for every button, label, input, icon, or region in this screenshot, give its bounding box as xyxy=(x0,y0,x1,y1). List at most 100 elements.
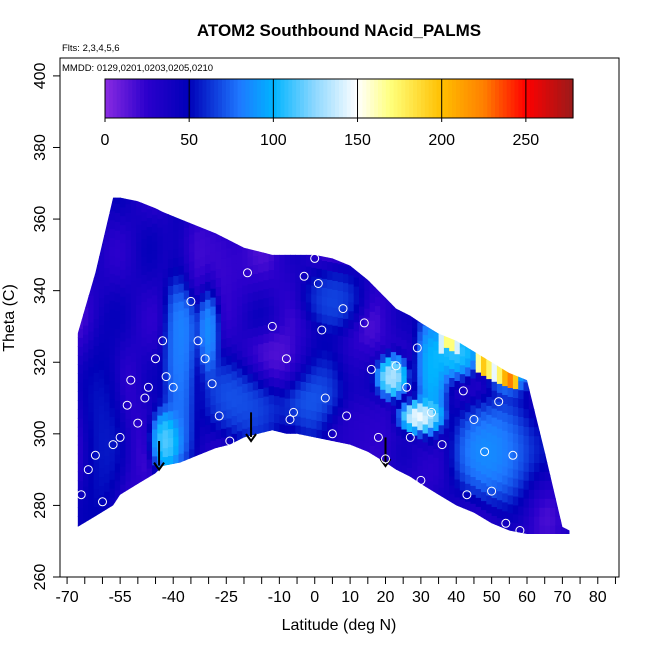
field-cell xyxy=(199,381,206,392)
field-cell xyxy=(242,419,249,429)
field-cell xyxy=(125,239,132,249)
colorbar-cell xyxy=(198,79,204,118)
field-cell xyxy=(449,404,456,414)
field-cell xyxy=(141,328,148,338)
field-cell xyxy=(481,491,487,502)
field-cell xyxy=(374,278,381,289)
colorbar-cell xyxy=(444,79,449,118)
field-cell xyxy=(215,259,222,270)
field-cell xyxy=(231,317,238,327)
field-cell xyxy=(380,281,387,292)
field-cell xyxy=(268,242,275,253)
field-cell xyxy=(518,523,525,534)
field-cell xyxy=(465,483,471,493)
field-cell xyxy=(109,327,116,337)
field-cell xyxy=(252,425,259,436)
field-cell xyxy=(120,340,126,351)
field-cell xyxy=(539,525,546,534)
field-cell xyxy=(279,271,286,282)
field-cell xyxy=(167,276,174,286)
field-cell xyxy=(518,479,525,489)
field-cell xyxy=(98,503,105,513)
field-cell xyxy=(406,369,413,379)
field-cell xyxy=(507,530,514,534)
field-cell xyxy=(109,398,116,409)
field-cell xyxy=(412,408,418,418)
field-cell xyxy=(162,268,169,279)
field-cell xyxy=(104,222,111,233)
field-cell xyxy=(406,377,413,388)
field-cell xyxy=(353,447,360,457)
field-cell xyxy=(130,271,137,282)
field-cell xyxy=(194,419,201,430)
field-cell xyxy=(459,436,466,446)
field-cell xyxy=(534,525,540,534)
field-cell xyxy=(343,398,349,409)
field-cell xyxy=(189,386,195,396)
field-cell xyxy=(279,262,286,273)
field-cell xyxy=(337,353,344,363)
field-cell xyxy=(512,451,519,461)
field-cell xyxy=(374,368,381,378)
field-cell xyxy=(438,496,445,506)
field-cell xyxy=(274,422,280,432)
field-cell xyxy=(512,469,519,479)
field-cell xyxy=(178,211,185,222)
field-cell xyxy=(88,357,95,368)
field-cell xyxy=(178,247,185,257)
field-cell xyxy=(295,281,302,292)
field-cell xyxy=(348,391,355,401)
field-cell xyxy=(252,273,259,283)
field-cell xyxy=(337,254,344,265)
field-cell xyxy=(534,507,540,517)
field-cell xyxy=(215,366,222,377)
field-cell xyxy=(109,452,116,462)
field-cell xyxy=(534,498,540,508)
field-cell xyxy=(491,506,498,516)
field-cell xyxy=(353,402,360,412)
field-cell xyxy=(332,298,339,308)
field-cell xyxy=(316,366,323,377)
field-cell xyxy=(88,339,95,350)
field-cell xyxy=(88,509,95,520)
field-cell xyxy=(481,482,487,493)
field-cell xyxy=(247,328,254,338)
field-cell xyxy=(337,380,344,390)
field-cell xyxy=(268,287,275,297)
field-cell xyxy=(205,344,211,354)
field-cell xyxy=(528,435,535,446)
field-cell xyxy=(157,316,164,327)
observation-point xyxy=(317,325,327,335)
colorbar-cell xyxy=(506,79,512,118)
field-cell xyxy=(518,398,525,409)
field-cell xyxy=(252,380,259,391)
observation-point xyxy=(487,486,497,496)
field-cell xyxy=(178,462,185,472)
field-cell xyxy=(258,352,264,363)
field-cell xyxy=(114,275,121,285)
field-cell xyxy=(443,490,450,501)
field-cell xyxy=(146,423,153,433)
field-cell xyxy=(199,274,206,284)
colorbar-cell xyxy=(284,79,289,118)
field-cell xyxy=(316,268,323,278)
field-cell xyxy=(422,361,429,371)
field-cell xyxy=(412,336,418,347)
field-cell xyxy=(199,355,206,365)
field-cell xyxy=(401,402,408,412)
field-cell xyxy=(518,362,525,373)
field-cell xyxy=(305,301,312,312)
field-cell xyxy=(263,333,270,343)
field-cell xyxy=(268,412,275,423)
colorbar-cell xyxy=(311,79,317,118)
field-cell xyxy=(141,229,148,240)
field-cell xyxy=(263,297,270,308)
field-cell xyxy=(215,241,222,252)
field-cell xyxy=(114,480,121,491)
field-cell xyxy=(167,455,174,465)
field-cell xyxy=(459,463,466,473)
field-cell xyxy=(300,274,307,284)
field-cell xyxy=(146,396,153,406)
colorbar-cell xyxy=(428,79,434,118)
field-cell xyxy=(109,470,116,480)
